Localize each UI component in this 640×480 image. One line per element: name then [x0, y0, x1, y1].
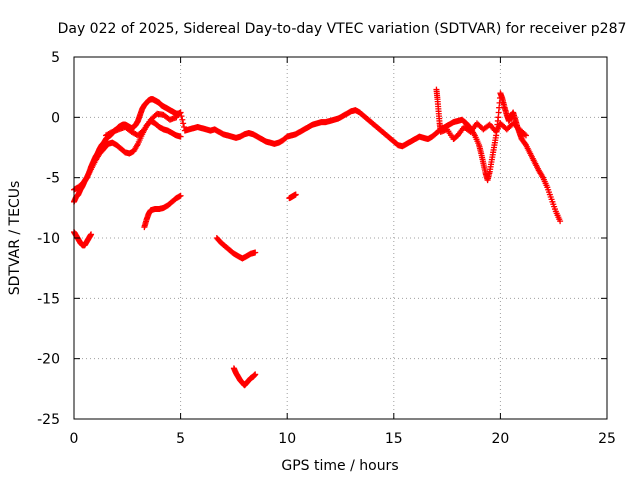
y-tick-label: 5 — [51, 50, 60, 66]
data-point — [181, 123, 188, 130]
data-point — [522, 132, 529, 139]
axis-ticks — [73, 56, 608, 420]
y-tick-label: -15 — [37, 291, 60, 307]
data-point — [178, 113, 185, 120]
y-tick-label: -20 — [37, 352, 60, 368]
series-negative-arc-1 — [71, 228, 95, 249]
series-evening-branches — [433, 86, 529, 143]
data-point — [177, 109, 184, 116]
data-points — [71, 86, 564, 389]
data-point — [557, 218, 564, 225]
y-axis-label: SDTVAR / TECUs — [7, 181, 23, 296]
chart-title: Day 022 of 2025, Sidereal Day-to-day VTE… — [58, 21, 627, 37]
series-negative-arc-2 — [141, 192, 184, 231]
data-point — [177, 133, 184, 140]
data-point — [177, 192, 184, 199]
data-point — [292, 191, 299, 198]
x-tick-label: 0 — [70, 431, 79, 447]
x-tick-label: 10 — [278, 431, 296, 447]
x-tick-labels: 0 5 10 15 20 25 — [70, 431, 616, 447]
data-point — [180, 120, 187, 127]
y-tick-label: -25 — [37, 412, 60, 428]
data-point — [252, 249, 259, 256]
series-negative-arc-4 — [230, 365, 259, 389]
series-negative-arc-5 — [286, 191, 299, 202]
data-point — [88, 231, 95, 238]
data-point — [140, 127, 147, 134]
series-early-middle-branch — [102, 110, 180, 139]
y-tick-label: 0 — [51, 110, 60, 126]
y-tick-labels: -25 -20 -15 -10 -5 0 5 — [37, 50, 60, 428]
data-point — [179, 116, 186, 123]
series-negative-arc-3 — [213, 235, 259, 262]
data-point — [521, 131, 528, 138]
x-axis-label: GPS time / hours — [281, 458, 398, 474]
x-tick-label: 20 — [491, 431, 509, 447]
x-tick-label: 5 — [176, 431, 185, 447]
y-tick-label: -10 — [37, 231, 60, 247]
data-point — [173, 114, 180, 121]
x-tick-label: 15 — [385, 431, 403, 447]
y-tick-label: -5 — [46, 171, 60, 187]
data-point — [252, 371, 259, 378]
x-tick-label: 25 — [598, 431, 616, 447]
